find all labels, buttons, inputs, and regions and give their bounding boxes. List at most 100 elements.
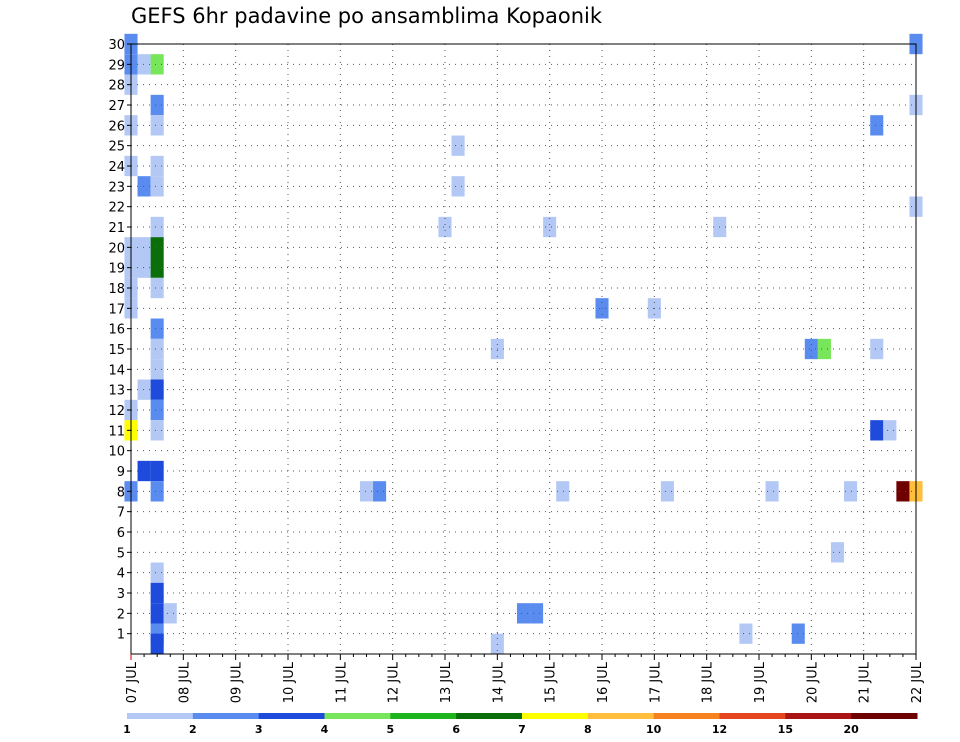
heatmap-cell xyxy=(791,623,805,644)
heatmap-cell xyxy=(137,460,151,482)
heatmap-cell xyxy=(883,420,897,441)
colorbar-label: 2 xyxy=(189,723,197,736)
cells-layer xyxy=(124,33,923,654)
colorbar-swatch xyxy=(653,713,720,719)
colorbar-label: 15 xyxy=(778,723,793,736)
y-tick-label: 3 xyxy=(117,587,125,602)
y-tick-label: 10 xyxy=(108,445,125,460)
colorbar-swatch xyxy=(127,713,194,719)
heatmap-cell xyxy=(150,359,164,380)
x-tick-label: 22 JUL xyxy=(910,661,925,703)
y-tick-label: 18 xyxy=(108,282,125,297)
x-tick-label: 09 JUL xyxy=(230,661,245,703)
heatmap-cell xyxy=(150,633,164,654)
y-tick-label: 15 xyxy=(108,343,125,358)
heatmap-cell xyxy=(870,338,884,360)
x-tick-label: 14 JUL xyxy=(491,661,506,703)
heatmap-cell xyxy=(765,481,779,502)
colorbar-swatch xyxy=(587,713,655,719)
y-tick-label: 2 xyxy=(117,607,125,622)
x-tick-label: 11 JUL xyxy=(334,661,349,703)
plot-frame xyxy=(130,43,917,655)
y-tick-label: 26 xyxy=(108,119,125,134)
x-tick-label: 21 JUL xyxy=(858,661,873,703)
colorbar-swatch xyxy=(851,713,918,719)
colorbar-label: 4 xyxy=(321,723,329,736)
heatmap-cell xyxy=(150,176,164,197)
heatmap-cell xyxy=(150,115,164,136)
y-tick-label: 12 xyxy=(108,404,125,419)
colorbar-label: 3 xyxy=(255,723,263,736)
x-tick-label: 17 JUL xyxy=(648,661,663,703)
heatmap-cell xyxy=(359,481,374,502)
colorbar-swatch xyxy=(192,713,260,719)
heatmap-cell xyxy=(451,135,465,156)
y-tick-label: 20 xyxy=(108,241,125,256)
y-tick-label: 17 xyxy=(108,302,125,317)
heatmap-cell xyxy=(150,562,164,583)
heatmap-cell xyxy=(490,633,504,654)
x-tick-label: 19 JUL xyxy=(753,661,768,703)
x-tick-label: 16 JUL xyxy=(596,661,611,703)
heatmap-cell xyxy=(150,237,164,258)
heatmap-cell xyxy=(530,603,544,624)
y-tick-label: 23 xyxy=(108,180,125,195)
heatmap-cell xyxy=(739,623,753,644)
heatmap-cell xyxy=(150,481,164,502)
y-tick-label: 4 xyxy=(117,567,125,582)
x-tick-label: 07 JUL xyxy=(125,661,140,703)
heatmap-cell xyxy=(137,257,151,278)
heatmap-cell xyxy=(660,481,674,502)
colorbar-swatch xyxy=(390,713,457,719)
y-tick-label: 27 xyxy=(108,99,125,114)
y-tick-label: 14 xyxy=(108,363,125,378)
colorbar-label: 10 xyxy=(646,723,662,736)
heatmap-cell xyxy=(150,155,164,177)
heatmap-cell xyxy=(150,94,164,116)
heatmap-cell xyxy=(150,54,164,75)
colorbar-label: 7 xyxy=(518,723,526,736)
heatmap-cell xyxy=(844,481,858,502)
chart-title: GEFS 6hr padavine po ansamblima Kopaonik xyxy=(131,4,603,28)
heatmap-cell xyxy=(373,481,387,502)
colorbar-swatch xyxy=(258,713,325,719)
y-axis: 1234567891011121314151617181920212223242… xyxy=(108,38,131,643)
heatmap-cell xyxy=(150,338,164,360)
colorbar-swatch xyxy=(719,713,786,719)
heatmap-cell xyxy=(150,460,164,482)
heatmap-cell xyxy=(137,54,151,75)
y-tick-label: 6 xyxy=(117,526,125,541)
colorbar-label: 5 xyxy=(387,723,395,736)
colorbar-swatch xyxy=(456,713,523,719)
colorbar-label: 12 xyxy=(712,723,727,736)
heatmap-cell xyxy=(150,582,164,604)
y-tick-label: 13 xyxy=(108,384,125,399)
colorbar: 1 2 3 4 5 6 7 8 10 12 15 20 xyxy=(123,713,918,736)
y-tick-label: 8 xyxy=(117,485,125,500)
y-tick-label: 11 xyxy=(108,424,125,439)
colorbar-label: 1 xyxy=(123,723,131,736)
heatmap-cell xyxy=(556,481,570,502)
x-axis: 07 JUL 08 JUL 09 JUL 10 JUL 11 JUL 12 JUL 13 J… xyxy=(125,654,925,703)
heatmap-cell xyxy=(516,603,531,624)
y-tick-label: 19 xyxy=(108,262,125,277)
heatmap-cell xyxy=(543,216,557,238)
y-tick-label: 21 xyxy=(108,221,125,236)
x-tick-label: 13 JUL xyxy=(439,661,454,703)
y-tick-label: 5 xyxy=(117,546,125,561)
x-tick-label: 08 JUL xyxy=(177,661,192,703)
colorbar-swatch xyxy=(324,713,391,719)
x-tick-label: 20 JUL xyxy=(805,661,820,703)
heatmap-cell xyxy=(150,379,164,400)
y-tick-label: 9 xyxy=(117,465,125,480)
heatmap-cell xyxy=(438,216,452,238)
heatmap-cell xyxy=(896,481,910,502)
heatmap-cell xyxy=(150,318,164,339)
colorbar-swatch xyxy=(785,713,852,719)
y-tick-label: 30 xyxy=(108,38,125,53)
heatmap-cell xyxy=(150,603,164,624)
x-tick-label: 10 JUL xyxy=(282,661,297,703)
heatmap-cell xyxy=(451,176,465,197)
grid-layer xyxy=(131,43,916,654)
